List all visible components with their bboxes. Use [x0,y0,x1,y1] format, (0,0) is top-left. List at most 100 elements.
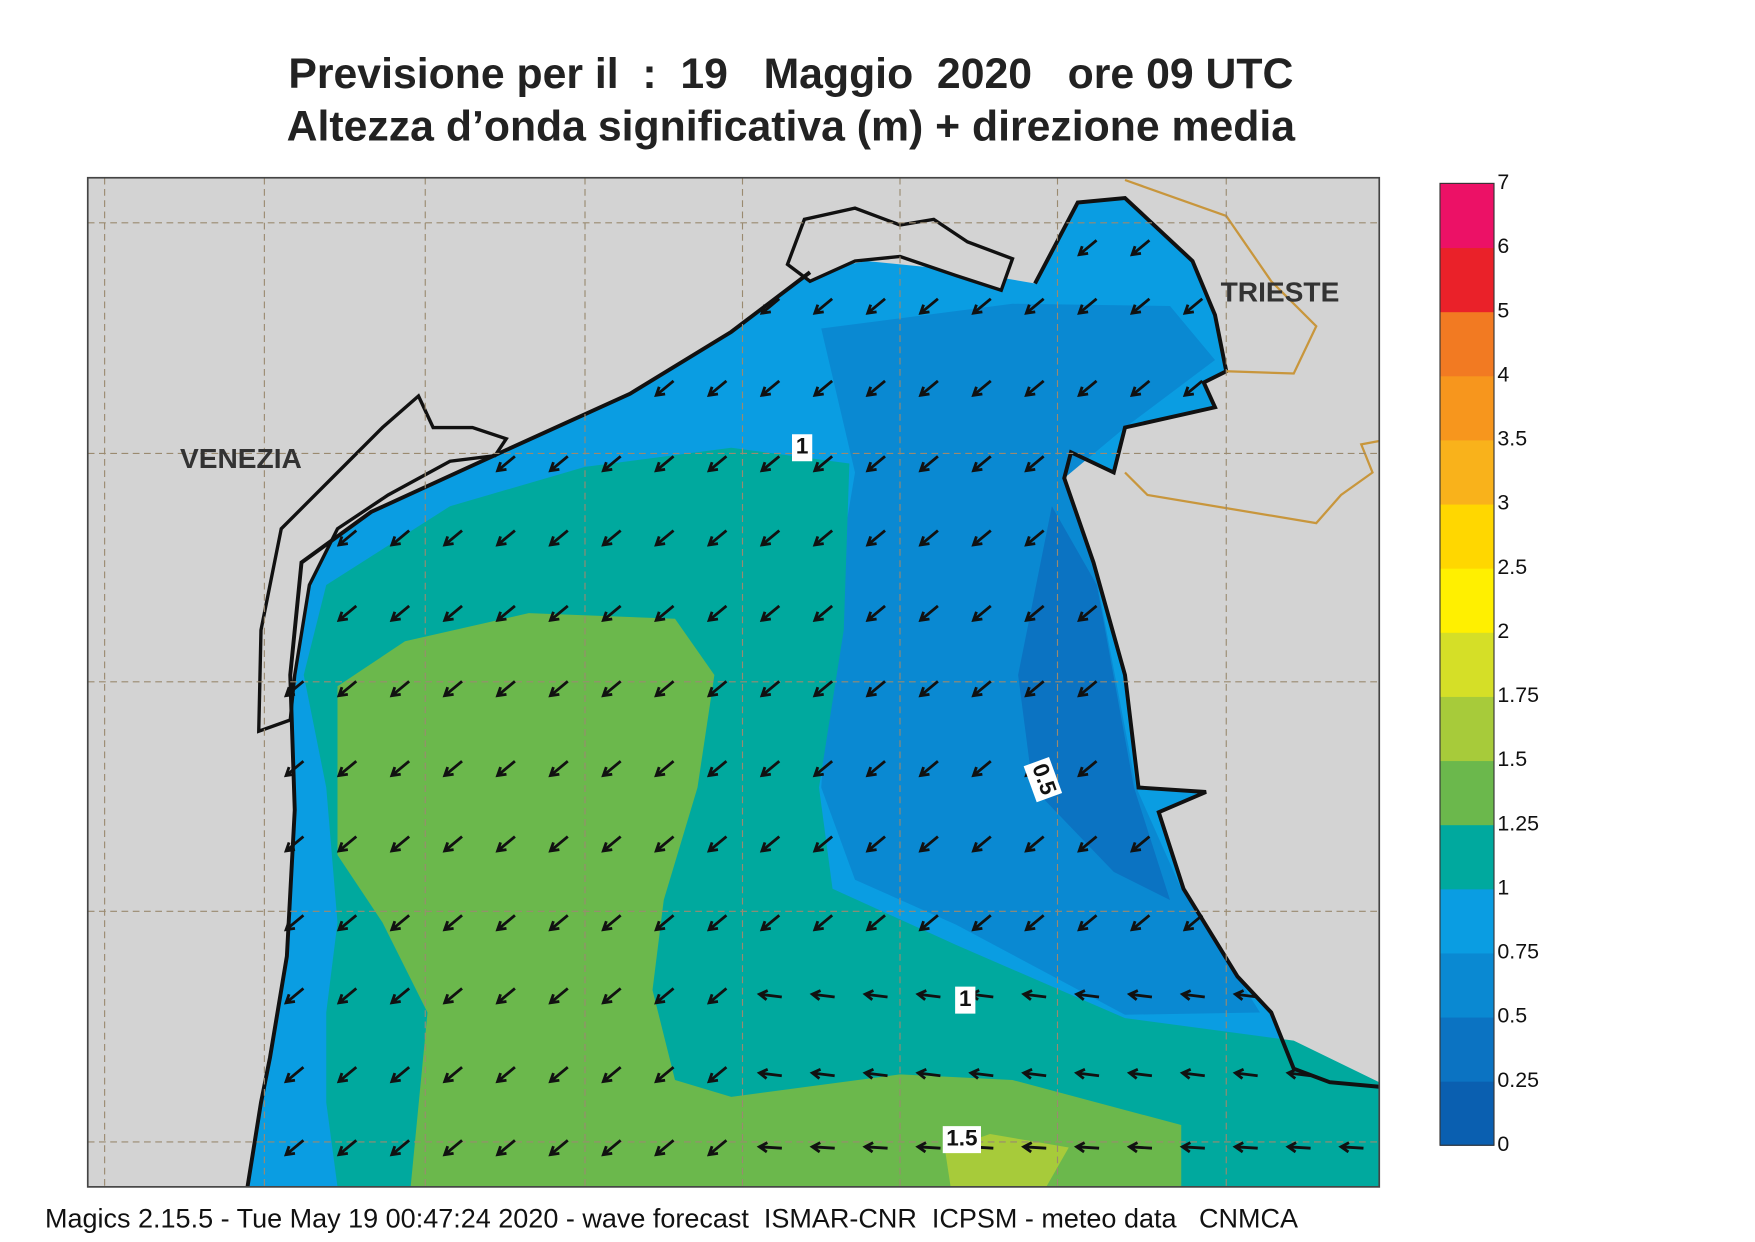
direction-arrow [283,914,305,932]
direction-arrow [862,1141,888,1154]
direction-arrow [442,987,463,1005]
direction-arrow [706,1139,728,1157]
direction-arrow [706,987,728,1005]
direction-arrow [756,989,782,1001]
direction-arrow [495,1139,516,1157]
direction-arrow [548,529,569,547]
direction-arrow [865,760,886,778]
direction-arrow [971,604,992,623]
coast-land [257,393,509,734]
direction-arrow [654,1066,675,1084]
direction-arrow [601,987,622,1005]
colorbar-tick-label: 3 [1497,491,1509,515]
direction-arrow [442,1139,463,1157]
direction-arrow [601,760,622,778]
direction-arrow [918,680,939,698]
direction-arrow [812,604,834,623]
direction-arrow [283,1139,305,1157]
direction-arrow [336,987,358,1005]
direction-arrow [548,604,569,623]
color-band [1440,183,1494,249]
colorbar-tick-label: 1 [1497,875,1509,899]
direction-arrow [1179,1141,1205,1154]
direction-arrow [442,529,463,547]
direction-arrow [1077,239,1098,257]
colorbar-tick-label: 1.25 [1497,811,1539,835]
direction-arrow [601,835,622,853]
color-band [1440,760,1494,826]
direction-arrow [495,1066,516,1084]
direction-arrow [548,455,569,473]
color-band [1440,824,1494,890]
coastline [245,195,1380,1188]
direction-arrow [1077,379,1098,398]
direction-arrow [601,1066,622,1084]
direction-arrow [706,529,728,547]
direction-arrow [915,1141,941,1154]
colorbar-tick-label: 0.5 [1497,1004,1527,1028]
direction-arrow [1077,760,1098,778]
direction-arrow [1126,1141,1153,1154]
direction-arrow [654,1139,675,1157]
direction-arrow [336,529,358,547]
direction-arrow [918,297,939,315]
direction-arrow [1021,1068,1047,1080]
direction-arrow [548,914,569,932]
direction-arrow [918,529,939,547]
direction-arrow [601,1139,622,1157]
place-label: VENEZIA [180,443,302,474]
direction-arrow [1074,1068,1100,1080]
map-frame [86,176,1381,1188]
direction-arrow [918,379,939,398]
direction-arrow [548,1139,569,1157]
direction-arrow [759,760,781,778]
direction-arrow [1021,989,1047,1001]
direction-arrow [1024,835,1045,853]
colorbar-tick-label: 6 [1497,234,1509,258]
direction-arrow [865,379,886,398]
direction-arrow [654,987,675,1005]
colorbar-tick-label: 3.5 [1497,427,1527,451]
direction-arrow [1179,989,1205,1001]
direction-arrow [1021,1141,1047,1154]
direction-arrow [389,914,411,932]
direction-arrow [971,835,992,853]
direction-arrow [1024,604,1045,623]
colorbar-tick-label: 5 [1497,298,1509,322]
contour-label-group: 1 0.5 1 1.5 [792,434,1063,1154]
color-band [1440,952,1494,1018]
direction-arrow [548,1066,569,1084]
direction-arrow [812,379,834,398]
color-band [1440,439,1494,505]
direction-arrow [865,835,886,853]
direction-arrow [654,680,675,698]
direction-arrow [759,379,781,398]
direction-arrow [706,1066,728,1084]
direction-arrow [759,604,781,623]
direction-arrow [971,379,992,398]
direction-arrow [283,680,305,698]
direction-arrow [548,835,569,853]
direction-arrow [442,604,463,623]
direction-arrow [1073,1141,1100,1154]
direction-arrow [548,760,569,778]
direction-arrow [1077,835,1098,853]
direction-arrow [1077,297,1098,315]
label-box [1023,757,1063,803]
direction-arrow [812,914,834,932]
direction-arrow [601,604,622,623]
color-band [1440,1017,1494,1082]
direction-arrow [442,914,463,932]
direction-arrow [812,760,834,778]
direction-arrow [495,680,516,698]
direction-arrow [1024,680,1045,698]
direction-arrow [495,604,516,623]
direction-arrow [812,680,834,698]
direction-arrow [968,1068,994,1080]
border [1124,178,1380,525]
direction-arrow [654,760,675,778]
direction-arrow [865,455,886,473]
direction-arrow [809,1068,835,1080]
direction-arrow [862,989,888,1001]
direction-arrow [1024,379,1045,398]
